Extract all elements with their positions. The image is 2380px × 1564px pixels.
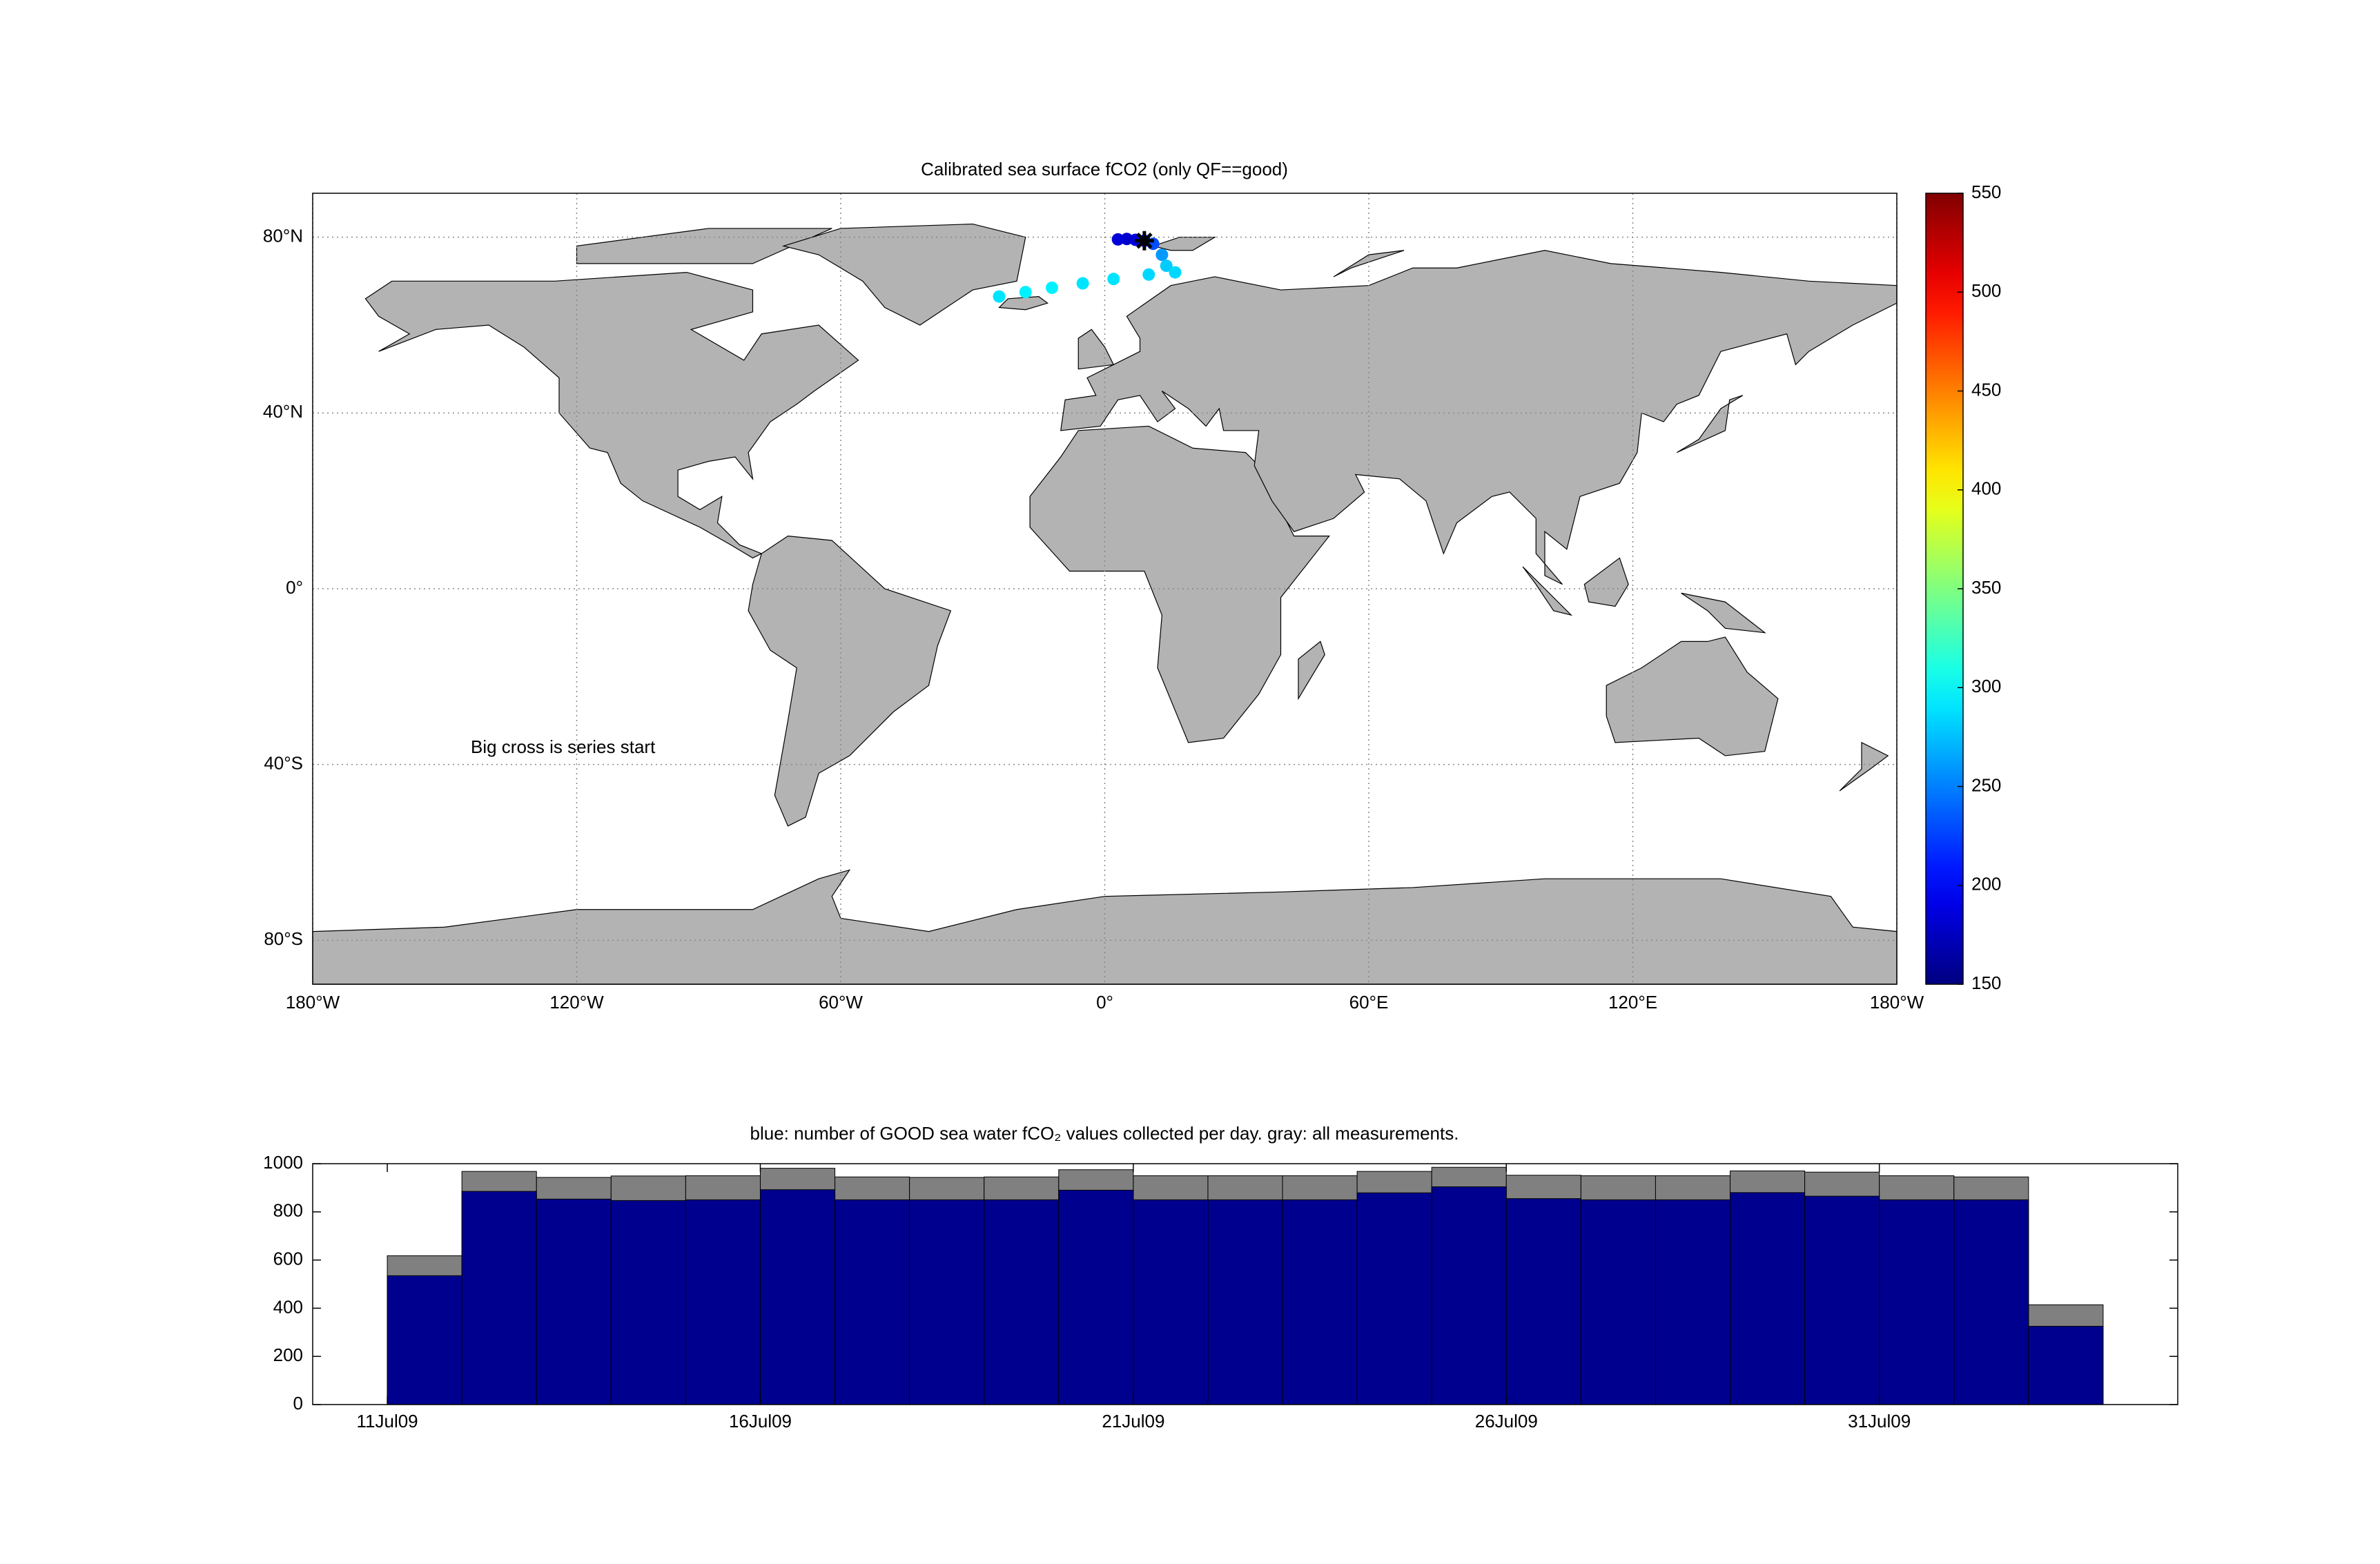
landmass [1029,425,1330,743]
landmass [1583,557,1629,607]
landmass [1333,250,1405,277]
colorbar-tick-label: 350 [1971,577,2001,598]
track-point [1160,260,1173,273]
bar [1431,1186,1507,1405]
x-tick-label: 120°E [1608,992,1657,1013]
colorbar-tick-label: 300 [1971,676,2001,696]
track-point [1120,233,1133,246]
landmass [1606,636,1779,756]
bar [984,1199,1060,1405]
colorbar-tick-label: 150 [1971,972,2001,993]
map-title: Calibrated sea surface fCO2 (only QF==go… [921,159,1288,179]
x-tick-label: 180°W [286,992,340,1013]
bar [1356,1192,1432,1405]
track-point [1046,281,1058,294]
land [312,223,1898,985]
x-tick-label: 120°W [549,992,604,1013]
bar [461,1191,537,1405]
landmass [312,869,1898,985]
track-point [1019,286,1032,299]
bar-frame [312,1163,2178,1405]
landmass [1060,250,1898,585]
bar [1058,1189,1134,1405]
landmass [998,296,1048,311]
landmass [1298,641,1325,701]
bar [1133,1199,1209,1405]
y-tick-label: 400 [273,1296,303,1317]
y-tick-label: 80°N [263,226,303,246]
y-tick-label: 200 [273,1345,303,1365]
bar [610,1200,686,1405]
track-point [1107,273,1120,286]
map-frame [312,193,1898,985]
bar [1953,1199,2029,1405]
colorbar-tick-label: 400 [1971,478,2001,499]
x-tick-label: 60°E [1349,992,1389,1013]
bar [1655,1199,1731,1405]
landmass [1839,741,1889,792]
bar [2028,1326,2104,1405]
bar [1730,1192,1806,1405]
y-tick-label: 600 [273,1248,303,1269]
landmass [748,535,952,827]
bar [1804,1195,1880,1405]
y-tick-label: 0° [286,577,303,598]
x-tick-label: 21Jul09 [1102,1411,1164,1431]
x-tick-label: 16Jul09 [729,1411,792,1431]
bar [1580,1199,1656,1405]
y-tick-label: 40°S [264,753,303,774]
track-point [993,290,1006,303]
landmass [781,223,1026,326]
landmass [1522,566,1573,616]
start-marker [1134,231,1154,251]
bar-title: blue: number of GOOD sea water fCO₂ valu… [750,1123,1459,1144]
bar [387,1275,462,1405]
bar [835,1199,910,1405]
landmass [1676,395,1744,453]
bar [685,1199,761,1405]
landmass [1077,329,1115,370]
colorbar-tick-label: 450 [1971,379,2001,400]
x-tick-label: 26Jul09 [1475,1411,1538,1431]
y-tick-label: 0 [293,1393,303,1414]
landmass [1681,592,1766,634]
landmass [364,271,859,559]
track-point [1142,268,1155,281]
colorbar [1925,193,1964,985]
bar [536,1198,612,1405]
bar [1282,1199,1358,1405]
colorbar-tick-label: 250 [1971,774,2001,795]
annotation: Big cross is series start [471,736,656,757]
track-point [1155,248,1169,262]
y-tick-label: 800 [273,1200,303,1221]
y-tick-label: 80°S [264,928,303,949]
bar [1207,1199,1283,1405]
colorbar-tick-label: 500 [1971,280,2001,301]
bar [909,1199,985,1405]
y-tick-label: 40°N [263,401,303,422]
track-point [1111,233,1124,246]
colorbar-tick-label: 550 [1971,182,2001,202]
bar [1505,1198,1581,1405]
x-tick-label: 11Jul09 [357,1411,418,1431]
colorbar-tick-label: 200 [1971,874,2001,895]
y-tick-label: 1000 [263,1152,303,1173]
x-tick-label: 31Jul09 [1848,1411,1911,1431]
track-point [1169,266,1182,279]
landmass [1151,237,1217,251]
x-tick-label: 180°W [1870,992,1924,1013]
bar [759,1189,836,1405]
track-point [1076,277,1089,290]
x-tick-label: 60°W [819,992,863,1013]
bar [1879,1199,1955,1405]
x-tick-label: 0° [1096,992,1113,1013]
